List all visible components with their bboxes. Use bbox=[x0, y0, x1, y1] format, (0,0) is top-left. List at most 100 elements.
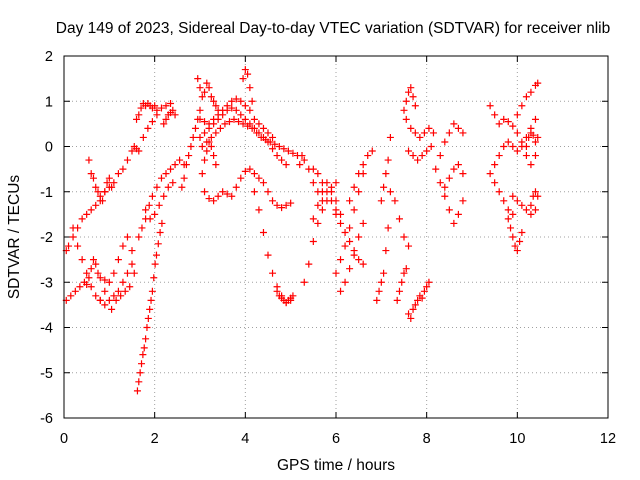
series-track-18 bbox=[198, 138, 220, 178]
y-tick-label: -5 bbox=[40, 366, 53, 382]
data-point bbox=[198, 93, 206, 101]
data-point bbox=[250, 188, 258, 196]
data-point bbox=[414, 296, 422, 304]
data-point bbox=[332, 210, 340, 218]
data-point bbox=[531, 115, 539, 123]
series-track-48 bbox=[522, 129, 542, 150]
data-point bbox=[230, 115, 238, 123]
data-point bbox=[67, 292, 75, 300]
data-point bbox=[411, 301, 419, 309]
data-point bbox=[486, 102, 494, 110]
data-point bbox=[377, 197, 385, 205]
data-point bbox=[409, 305, 417, 313]
data-point bbox=[384, 224, 392, 232]
data-point bbox=[350, 251, 358, 259]
data-point bbox=[71, 287, 79, 295]
data-point bbox=[144, 124, 152, 132]
data-point bbox=[119, 242, 127, 250]
data-point bbox=[423, 283, 431, 291]
data-point bbox=[146, 215, 154, 223]
series-track-44 bbox=[491, 138, 539, 169]
data-point bbox=[237, 174, 245, 182]
data-point bbox=[282, 161, 290, 169]
data-point bbox=[518, 201, 526, 209]
data-point bbox=[156, 228, 164, 236]
series-track-47 bbox=[513, 79, 542, 119]
data-point bbox=[269, 197, 277, 205]
data-point bbox=[337, 256, 345, 264]
data-point bbox=[101, 188, 109, 196]
data-point bbox=[225, 118, 233, 126]
data-point bbox=[296, 161, 304, 169]
data-point bbox=[198, 143, 206, 150]
data-point bbox=[248, 97, 256, 105]
data-point bbox=[180, 174, 188, 182]
data-point bbox=[244, 122, 252, 130]
data-point bbox=[450, 165, 458, 173]
data-point bbox=[160, 120, 168, 128]
data-point bbox=[176, 156, 184, 164]
data-point bbox=[332, 269, 340, 277]
data-point bbox=[429, 129, 437, 137]
data-point bbox=[359, 219, 367, 227]
data-point bbox=[153, 183, 161, 191]
series-track-40 bbox=[436, 179, 467, 227]
data-point bbox=[432, 165, 440, 173]
series-track-09 bbox=[135, 100, 175, 155]
series-track-42 bbox=[486, 170, 517, 218]
series-track-46 bbox=[509, 192, 539, 218]
data-point bbox=[445, 206, 453, 214]
data-point bbox=[495, 152, 503, 160]
data-point bbox=[402, 115, 410, 123]
data-point bbox=[148, 192, 156, 200]
data-point bbox=[409, 152, 417, 160]
data-point bbox=[143, 324, 151, 331]
data-point bbox=[114, 287, 122, 295]
data-point bbox=[262, 136, 270, 144]
data-point bbox=[355, 170, 363, 178]
data-point bbox=[205, 138, 213, 146]
data-point bbox=[368, 147, 376, 155]
data-point bbox=[300, 156, 308, 164]
data-point bbox=[364, 152, 372, 160]
data-point bbox=[527, 161, 535, 169]
data-point bbox=[504, 118, 512, 126]
data-point bbox=[355, 256, 363, 264]
data-point bbox=[382, 170, 390, 178]
data-point bbox=[246, 84, 254, 92]
y-tick-label: 2 bbox=[45, 49, 53, 65]
data-point bbox=[244, 70, 252, 78]
data-point bbox=[257, 133, 265, 141]
data-point bbox=[137, 104, 145, 112]
data-point bbox=[150, 274, 158, 282]
data-point bbox=[500, 143, 508, 150]
data-point bbox=[207, 133, 215, 141]
data-point bbox=[246, 106, 254, 114]
data-point bbox=[154, 240, 162, 248]
data-point bbox=[509, 210, 517, 218]
data-point bbox=[264, 251, 272, 259]
data-point bbox=[232, 183, 240, 191]
data-point bbox=[420, 129, 428, 137]
data-point bbox=[491, 161, 499, 169]
data-point bbox=[205, 195, 213, 203]
data-point bbox=[382, 247, 390, 255]
data-point bbox=[162, 102, 170, 110]
data-point bbox=[144, 314, 152, 322]
data-point bbox=[282, 201, 290, 209]
series-track-22 bbox=[273, 287, 297, 307]
y-tick-label: -6 bbox=[40, 411, 53, 427]
data-point bbox=[99, 197, 107, 205]
data-point bbox=[83, 210, 91, 218]
data-point bbox=[418, 152, 426, 160]
data-point bbox=[275, 143, 283, 150]
data-point bbox=[318, 179, 326, 187]
data-point bbox=[105, 174, 113, 182]
data-point bbox=[278, 156, 286, 164]
x-tick-label: 2 bbox=[151, 431, 159, 447]
data-point bbox=[518, 228, 526, 236]
data-point bbox=[513, 197, 521, 205]
series-track-31 bbox=[373, 224, 392, 304]
y-tick-label: -1 bbox=[40, 185, 53, 201]
